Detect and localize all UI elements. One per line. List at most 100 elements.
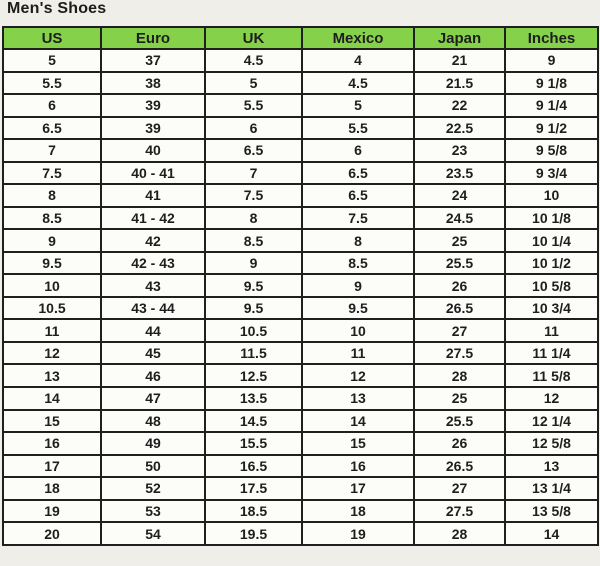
table-row: 5.5 38 5 4.5 21.5 9 1/8 (2, 70, 599, 96)
table-cell: 8.5 (2, 205, 102, 231)
table-cell: 27.5 (413, 498, 506, 524)
table-cell: 10 (2, 273, 102, 298)
table-cell: 10 1/8 (504, 205, 599, 231)
table-row: 18 52 17.5 17 27 13 1/4 (2, 476, 599, 501)
table-cell: 37 (100, 48, 206, 73)
table-cell: 8.5 (204, 228, 303, 253)
table-cell: 9 (2, 228, 102, 253)
table-cell: 9 5/8 (504, 138, 599, 163)
table-cell: 17.5 (204, 476, 303, 501)
table-cell: 13 5/8 (504, 498, 599, 524)
table-cell: 22 (413, 93, 506, 118)
table-cell: 11 1/4 (504, 340, 599, 366)
table-cell: 7.5 (2, 160, 102, 186)
table-cell: 7.5 (204, 183, 303, 208)
table-cell: 4.5 (204, 48, 303, 73)
table-cell: 26.5 (413, 295, 506, 321)
table-cell: 8 (204, 205, 303, 231)
table-cell: 7.5 (301, 205, 415, 231)
table-row: 12 45 11.5 11 27.5 11 1/4 (2, 340, 599, 366)
table-cell: 21 (413, 48, 506, 73)
table-cell: 10 1/4 (504, 228, 599, 253)
table-cell: 6 (2, 93, 102, 118)
table-cell: 42 (100, 228, 206, 253)
table-cell: 9 1/2 (504, 115, 599, 141)
table-cell: 42 - 43 (100, 250, 206, 276)
table-row: 13 46 12.5 12 28 11 5/8 (2, 363, 599, 388)
table-cell: 9 3/4 (504, 160, 599, 186)
table-cell: 28 (413, 521, 506, 546)
table-cell: 18 (2, 476, 102, 501)
table-cell: 5.5 (204, 93, 303, 118)
table-cell: 18.5 (204, 498, 303, 524)
table-cell: 39 (100, 93, 206, 118)
table-cell: 9.5 (301, 295, 415, 321)
table-cell: 48 (100, 408, 206, 434)
page-title: Men's Shoes (7, 0, 107, 17)
table-cell: 47 (100, 385, 206, 411)
table-cell: 40 - 41 (100, 160, 206, 186)
table-cell: 12.5 (204, 363, 303, 388)
table-cell: 18 (301, 498, 415, 524)
table-cell: 6.5 (204, 138, 303, 163)
table-cell: 9 (504, 48, 599, 73)
table-cell: 40 (100, 138, 206, 163)
table-cell: 9.5 (204, 273, 303, 298)
table-cell: 19 (2, 498, 102, 524)
table-cell: 13 (2, 363, 102, 388)
column-header: US (2, 26, 102, 50)
table-row: 7 40 6.5 6 23 9 5/8 (2, 138, 599, 163)
size-conversion-table: US Euro UK Mexico Japan Inches 5 37 4.5 4 21 9 5.5 3… (2, 26, 599, 546)
table-row: 8.5 41 - 42 8 7.5 24.5 10 1/8 (2, 205, 599, 231)
table-cell: 13 (301, 385, 415, 411)
table-cell: 21.5 (413, 70, 506, 96)
table-cell: 12 (2, 340, 102, 366)
table-cell: 10 (504, 183, 599, 208)
table-cell: 6.5 (2, 115, 102, 141)
table-cell: 41 - 42 (100, 205, 206, 231)
table-cell: 7 (2, 138, 102, 163)
column-header: Euro (100, 26, 206, 50)
table-cell: 4 (301, 48, 415, 73)
header-row: US Euro UK Mexico Japan Inches (2, 26, 599, 50)
table-row: 19 53 18.5 18 27.5 13 5/8 (2, 498, 599, 524)
table-cell: 17 (2, 453, 102, 479)
table-row: 5 37 4.5 4 21 9 (2, 48, 599, 73)
table-cell: 17 (301, 476, 415, 501)
table-row: 7.5 40 - 41 7 6.5 23.5 9 3/4 (2, 160, 599, 186)
table-cell: 26 (413, 431, 506, 456)
table-cell: 11.5 (204, 340, 303, 366)
table-cell: 5 (301, 93, 415, 118)
table-cell: 11 5/8 (504, 363, 599, 388)
table-cell: 15 (301, 431, 415, 456)
table-cell: 9 (301, 273, 415, 298)
table-cell: 4.5 (301, 70, 415, 96)
table-cell: 12 (301, 363, 415, 388)
table-cell: 5.5 (301, 115, 415, 141)
table-cell: 44 (100, 318, 206, 343)
table-cell: 27 (413, 476, 506, 501)
table-cell: 11 (2, 318, 102, 343)
table-cell: 11 (301, 340, 415, 366)
table-cell: 50 (100, 453, 206, 479)
table-row: 8 41 7.5 6.5 24 10 (2, 183, 599, 208)
table-row: 17 50 16.5 16 26.5 13 (2, 453, 599, 479)
table-cell: 26.5 (413, 453, 506, 479)
table-row: 20 54 19.5 19 28 14 (2, 521, 599, 546)
table-cell: 25.5 (413, 250, 506, 276)
table-cell: 53 (100, 498, 206, 524)
table-cell: 9 1/8 (504, 70, 599, 96)
table-cell: 24.5 (413, 205, 506, 231)
column-header: Mexico (301, 26, 415, 50)
table-cell: 12 (504, 385, 599, 411)
table-cell: 27.5 (413, 340, 506, 366)
table-cell: 16.5 (204, 453, 303, 479)
table-cell: 41 (100, 183, 206, 208)
table-cell: 8 (301, 228, 415, 253)
table-cell: 45 (100, 340, 206, 366)
table-cell: 9 (204, 250, 303, 276)
table-cell: 6 (301, 138, 415, 163)
table-cell: 10.5 (2, 295, 102, 321)
table-cell: 5 (204, 70, 303, 96)
table-cell: 46 (100, 363, 206, 388)
